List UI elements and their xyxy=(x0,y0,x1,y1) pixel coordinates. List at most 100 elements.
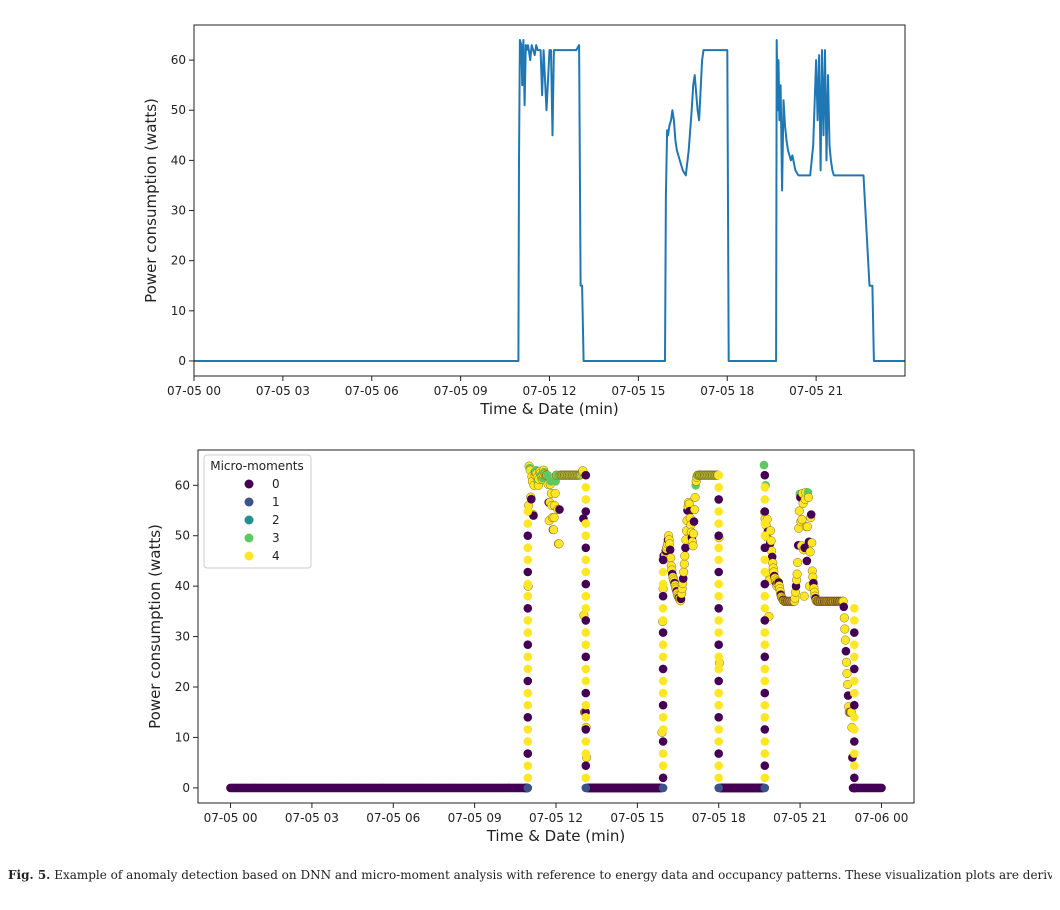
scatter-point xyxy=(523,652,533,662)
scatter-point xyxy=(658,616,668,625)
scatter-point xyxy=(760,761,770,770)
scatter-point xyxy=(797,515,807,525)
scatter-point xyxy=(714,483,723,492)
scatter-point xyxy=(799,591,809,601)
scatter-point xyxy=(523,664,533,674)
scatter-point xyxy=(760,737,770,746)
scatter-point xyxy=(523,676,533,686)
scatter-point xyxy=(523,507,533,516)
scatter-point xyxy=(760,555,770,565)
scatter-point xyxy=(554,539,564,549)
scatter-point xyxy=(714,688,723,698)
scatter-point xyxy=(714,652,723,662)
y-tick-label: 20 xyxy=(175,680,190,694)
scatter-point xyxy=(839,602,849,612)
scatter-point xyxy=(658,604,668,613)
scatter-point xyxy=(523,579,533,589)
scatter-point xyxy=(690,492,700,502)
scatter-point xyxy=(581,749,591,758)
scatter-point xyxy=(850,604,859,613)
legend-label-4: 4 xyxy=(272,549,280,563)
scatter-point xyxy=(877,783,886,793)
scatter-point xyxy=(681,543,690,553)
scatter-point xyxy=(581,700,591,710)
scatter-point xyxy=(840,635,850,645)
scatter-point xyxy=(523,616,533,625)
scatter-point xyxy=(714,543,723,553)
x-tick-label: 07-05 18 xyxy=(692,811,746,825)
legend-marker-3 xyxy=(244,533,254,543)
scatter-point xyxy=(714,616,723,625)
scatter-point xyxy=(581,628,591,637)
scatter-point xyxy=(581,640,591,649)
y-tick-label: 10 xyxy=(171,304,186,318)
scatter-point xyxy=(760,543,770,553)
scatter-point xyxy=(760,616,770,625)
scatter-point xyxy=(714,628,723,637)
legend-label-1: 1 xyxy=(272,495,280,509)
x-tick-label: 07-05 12 xyxy=(529,811,583,825)
scatter-point xyxy=(760,676,770,686)
scatter-point xyxy=(850,725,859,734)
scatter-point xyxy=(550,488,560,498)
scatter-point xyxy=(678,574,688,583)
scatter-point xyxy=(658,737,668,746)
scatter-point xyxy=(714,749,723,758)
scatter-point xyxy=(714,700,723,710)
caption-label: Fig. 5. xyxy=(8,868,51,882)
y-tick-label: 50 xyxy=(175,529,190,543)
x-tick-label: 07-05 03 xyxy=(256,384,310,398)
y-tick-label: 60 xyxy=(171,53,186,67)
scatter-point xyxy=(794,506,804,516)
scatter-point xyxy=(523,531,533,540)
scatter-point xyxy=(581,555,591,565)
scatter-point xyxy=(714,591,723,601)
caption-text: Example of anomaly detection based on DN… xyxy=(54,868,1052,882)
x-tick-label: 07-05 21 xyxy=(789,384,843,398)
scatter-point xyxy=(839,613,849,623)
scatter-point xyxy=(581,652,591,662)
scatter-point xyxy=(850,737,859,746)
scatter-point xyxy=(760,652,770,662)
x-axis-label: Time & Date (min) xyxy=(479,400,619,418)
plot-frame xyxy=(193,24,906,377)
y-tick-label: 50 xyxy=(171,103,186,117)
scatter-point xyxy=(523,737,533,746)
x-tick-label: 07-05 03 xyxy=(285,811,339,825)
scatter-point xyxy=(766,526,776,536)
scatter-point xyxy=(679,559,689,569)
scatter-point xyxy=(658,713,668,722)
y-tick-label: 60 xyxy=(175,478,190,492)
scatter-point xyxy=(581,519,591,528)
scatter-point xyxy=(840,624,850,634)
scatter-point xyxy=(581,761,591,770)
scatter-point xyxy=(581,604,591,613)
scatter-point xyxy=(760,640,770,649)
scatter-point xyxy=(523,591,533,601)
scatter-point xyxy=(658,579,668,589)
scatter-point xyxy=(714,519,723,528)
x-tick-label: 07-06 00 xyxy=(854,811,908,825)
scatter-point xyxy=(850,749,859,758)
scatter-point xyxy=(714,470,723,480)
scatter-point xyxy=(581,495,591,504)
y-tick-label: 30 xyxy=(171,204,186,218)
scatter-point xyxy=(523,749,533,758)
scatter-point xyxy=(792,569,802,579)
scatter-point xyxy=(806,510,816,519)
scatter-point xyxy=(581,616,591,625)
scatter-point xyxy=(658,567,668,577)
scatter-point xyxy=(714,773,723,783)
y-tick-label: 40 xyxy=(171,153,186,167)
scatter-point xyxy=(714,725,723,734)
scatter-point xyxy=(581,713,591,722)
x-tick-label: 07-05 06 xyxy=(366,811,420,825)
scatter-point xyxy=(760,688,770,698)
scatter-point xyxy=(802,522,812,532)
x-tick-label: 07-05 09 xyxy=(434,384,488,398)
scatter-point xyxy=(850,700,859,710)
scatter-point xyxy=(714,555,723,565)
scatter-point xyxy=(523,700,533,710)
scatter-point xyxy=(665,545,675,555)
